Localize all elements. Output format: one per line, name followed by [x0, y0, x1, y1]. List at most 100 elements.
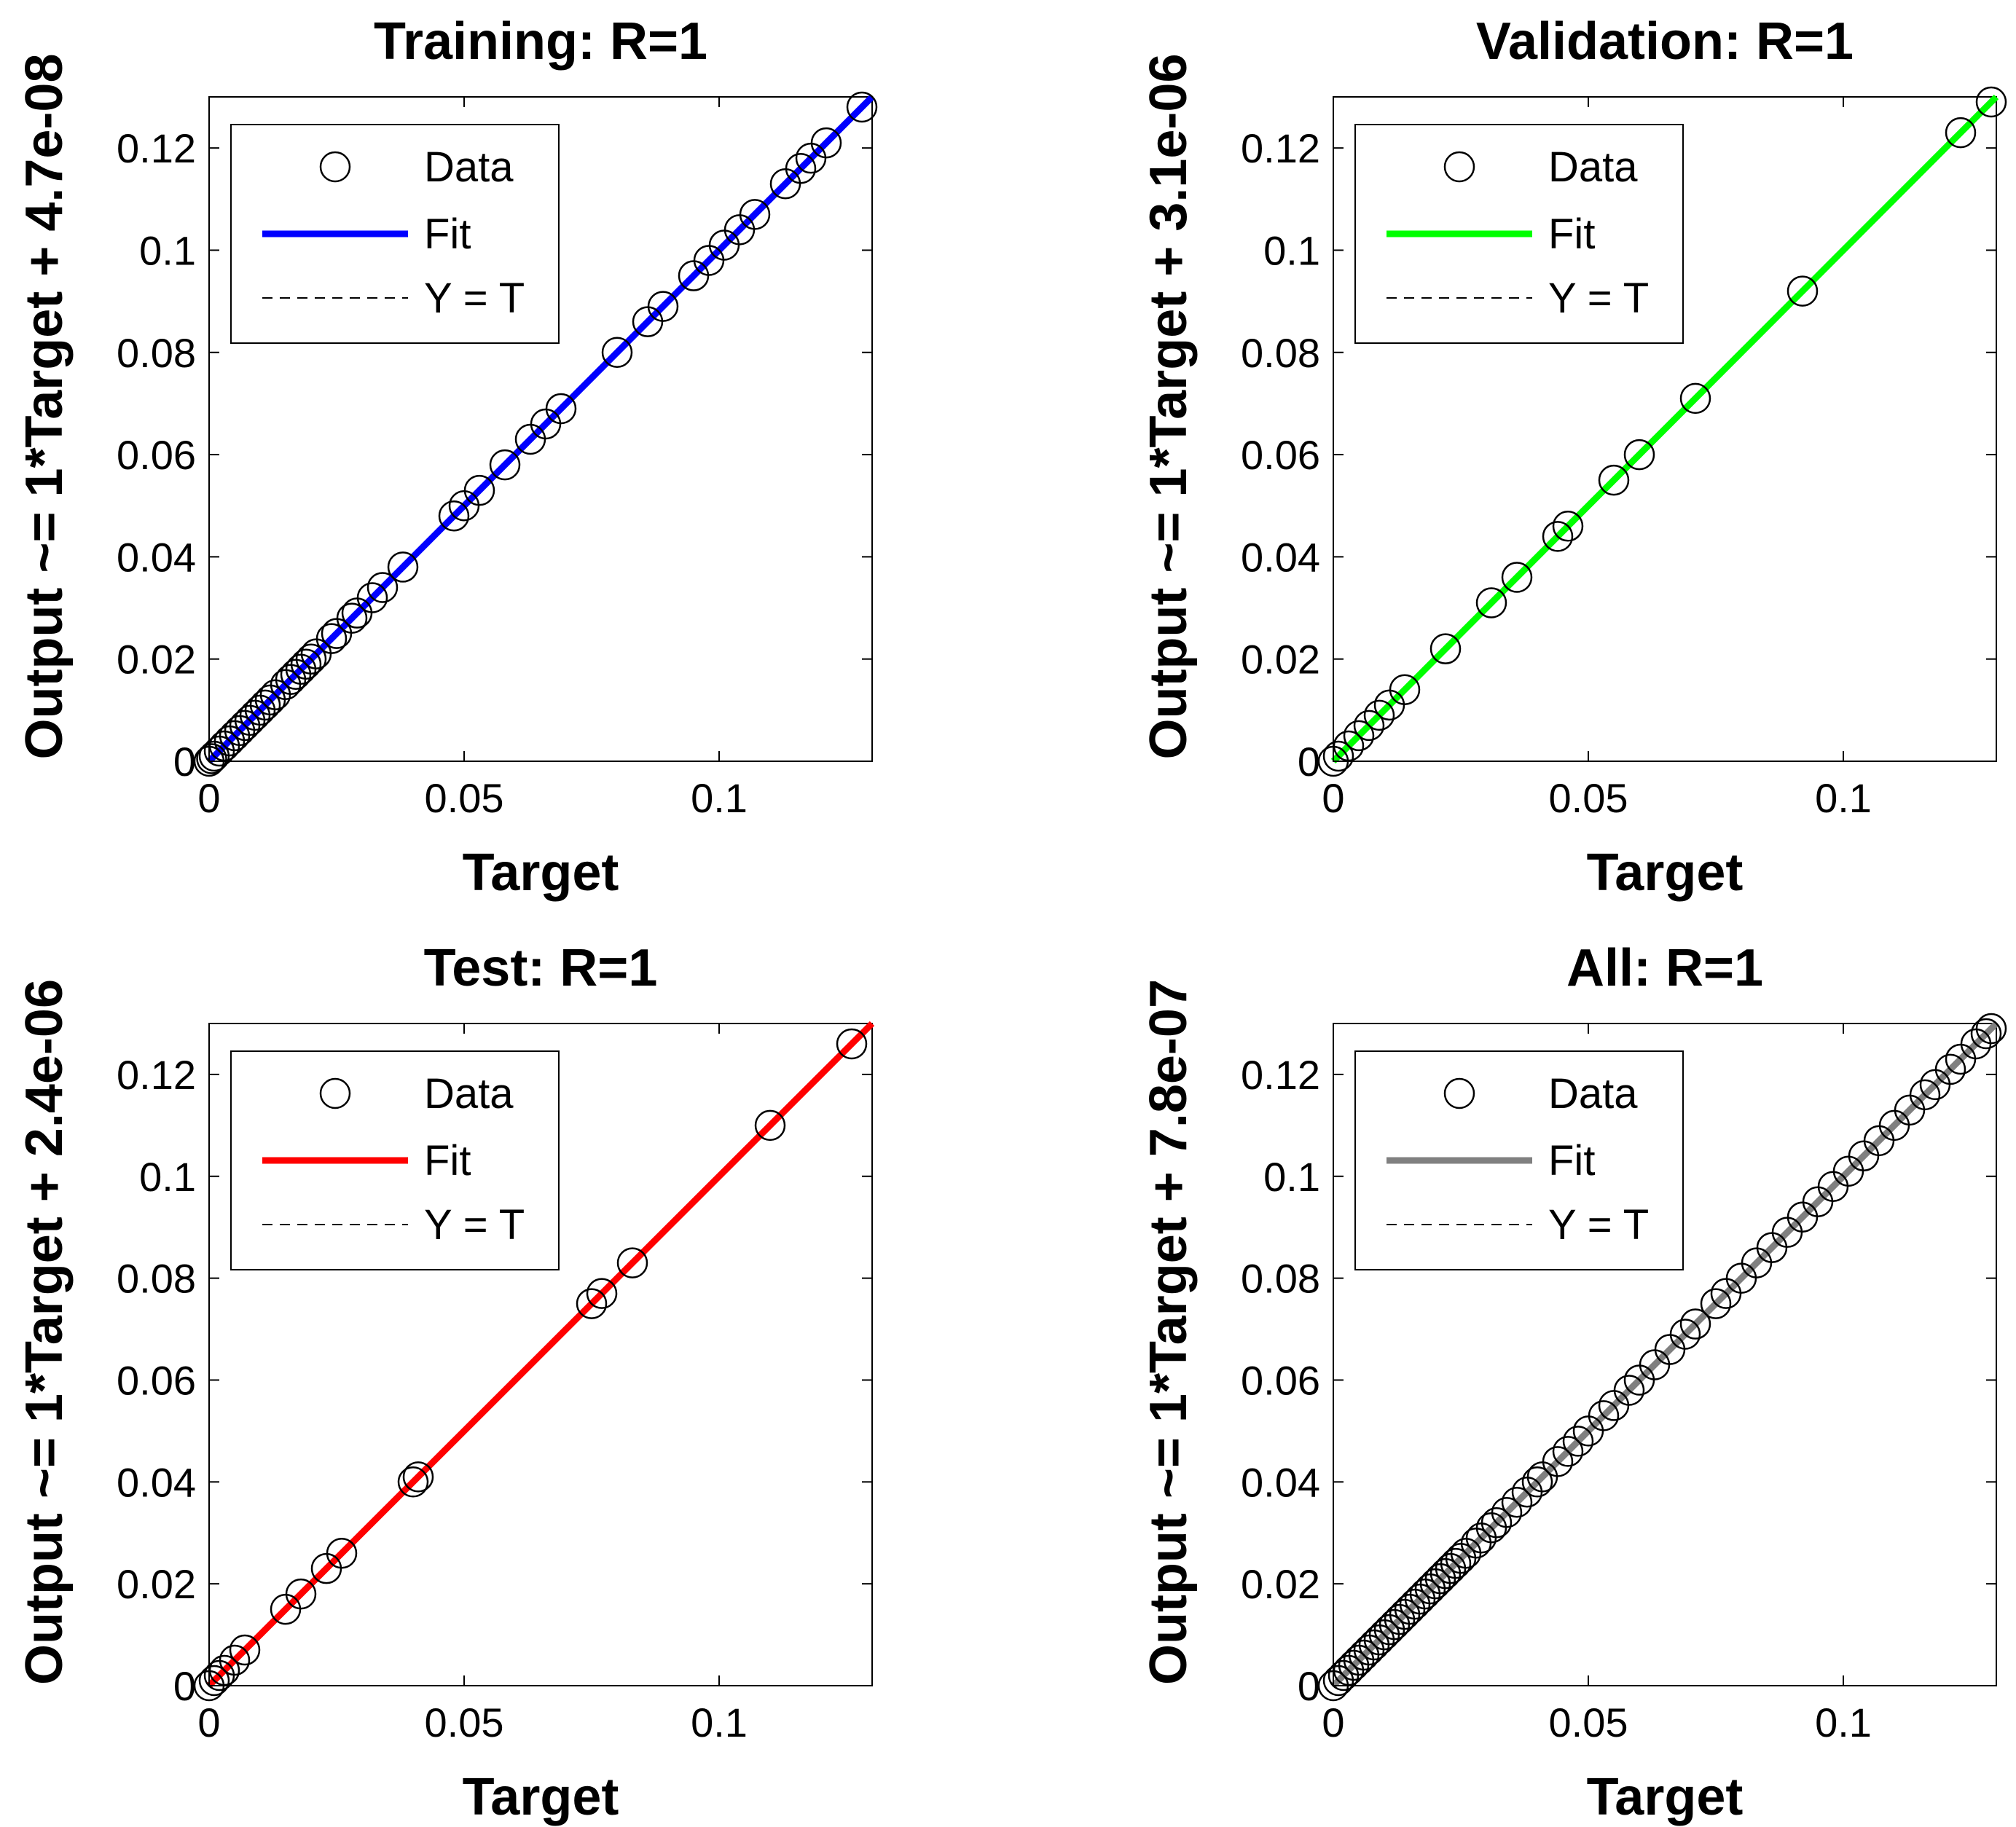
y-tick-label: 0.06 — [1241, 1357, 1320, 1403]
data-point — [1501, 562, 1533, 593]
data-point — [1475, 587, 1507, 618]
data-point — [1909, 1079, 1941, 1111]
data-point — [1934, 1053, 1966, 1085]
data-point — [616, 1247, 648, 1278]
x-tick-label: 0.1 — [1815, 775, 1872, 821]
y-tick-label: 0.08 — [117, 330, 196, 376]
y-tick-label: 0.04 — [117, 534, 196, 580]
y-tick-label: 0.12 — [117, 125, 196, 171]
x-tick-label: 0 — [1322, 775, 1344, 821]
data-point — [198, 1665, 230, 1697]
data-point — [1353, 710, 1385, 742]
legend-data-marker — [319, 1077, 351, 1109]
chart-title: Test: R=1 — [424, 939, 658, 997]
y-tick-label: 0.02 — [1241, 637, 1320, 683]
chart-panel-4: 0 0.05 0.1 0 0.02 0.04 0.06 0.08 0.1 0.12 All: R=1… — [1140, 939, 2007, 1826]
data-point — [326, 1537, 358, 1569]
data-point — [1552, 1436, 1584, 1467]
data-point — [846, 91, 878, 123]
data-point — [1542, 521, 1574, 552]
legend-label: Fit — [424, 211, 471, 258]
data-point — [290, 648, 322, 680]
legend-label: Y = T — [424, 275, 525, 322]
data-point — [1389, 674, 1421, 706]
legend: Data Fit Y = T — [1354, 124, 1684, 344]
data-point — [1786, 275, 1819, 307]
y-tick-label: 0.06 — [117, 432, 196, 478]
data-point — [576, 1288, 608, 1319]
data-point — [1700, 1288, 1732, 1319]
data-point — [1322, 740, 1354, 772]
data-point — [785, 152, 817, 184]
data-point — [810, 127, 842, 159]
data-point — [285, 1578, 317, 1610]
data-point — [295, 643, 327, 675]
data-point — [586, 1278, 618, 1309]
data-point — [196, 743, 227, 774]
data-point — [1613, 1375, 1645, 1406]
legend-data-marker — [319, 151, 351, 183]
data-point — [1542, 1446, 1574, 1477]
data-point — [1588, 1400, 1620, 1431]
y-tick-label: 0.1 — [1263, 227, 1320, 273]
x-axis-label: Target — [1587, 1768, 1744, 1826]
data-point — [1975, 86, 2007, 118]
x-tick-label: 0 — [197, 1700, 220, 1745]
chart-panel-2: 0 0.05 0.1 0 0.02 0.04 0.06 0.08 0.1 0.12 Validati… — [1140, 12, 2007, 902]
legend-label: Data — [1548, 1070, 1638, 1117]
legend-label: Y = T — [1548, 1201, 1649, 1249]
legend-data-marker — [1443, 1077, 1475, 1109]
data-point — [1429, 633, 1462, 664]
data-point — [1970, 1018, 2002, 1050]
chart-title: Validation: R=1 — [1476, 12, 1854, 71]
x-tick-label: 0.1 — [691, 775, 748, 821]
x-tick-label: 0.1 — [1815, 1700, 1872, 1745]
data-point — [1491, 1497, 1523, 1528]
data-point — [1975, 1013, 2007, 1045]
x-tick-label: 0.05 — [1549, 1700, 1628, 1745]
data-point — [1669, 1319, 1701, 1350]
data-point — [1521, 1466, 1553, 1498]
data-point — [356, 582, 388, 613]
y-tick-label: 0.04 — [1241, 1459, 1320, 1505]
data-point — [1343, 720, 1375, 752]
data-point — [229, 1634, 261, 1666]
data-point — [754, 1109, 786, 1142]
legend-label: Y = T — [1548, 275, 1649, 322]
data-point — [366, 572, 399, 603]
legend-label: Data — [424, 144, 514, 191]
y-tick-label: 0.02 — [117, 637, 196, 683]
chart-title: All: R=1 — [1566, 939, 1763, 997]
fit-line — [1330, 94, 1999, 764]
legend-label: Fit — [1548, 1137, 1595, 1184]
data-point — [208, 1654, 240, 1686]
y-tick-label: 0.06 — [1241, 432, 1320, 478]
data-point — [1623, 439, 1655, 471]
data-point — [1679, 382, 1711, 414]
y-tick-label: 0.02 — [1241, 1561, 1320, 1607]
x-tick-label: 0.05 — [1549, 775, 1628, 821]
data-point — [1552, 511, 1584, 542]
fit-line — [206, 1021, 875, 1689]
data-point — [545, 393, 577, 425]
data-point — [836, 1028, 868, 1060]
legend: Data Fit Y = T — [1354, 1050, 1684, 1270]
data-point — [1598, 464, 1630, 496]
y-tick-label: 0 — [173, 1663, 196, 1709]
data-point — [438, 500, 470, 532]
data-point — [489, 449, 521, 481]
y-tick-label: 0.08 — [1241, 1256, 1320, 1302]
y-tick-label: 0.04 — [117, 1459, 196, 1505]
chart-panel-1: 0 0.05 0.1 0 0.02 0.04 0.06 0.08 0.1 0.12 Training… — [15, 12, 878, 902]
data-point — [315, 623, 348, 654]
y-tick-label: 0.1 — [139, 227, 196, 273]
y-axis-label: Output ~= 1*Target + 2.4e-06 — [15, 979, 74, 1685]
y-axis-label: Output ~= 1*Target + 4.7e-08 — [15, 53, 74, 759]
data-point — [463, 474, 495, 506]
data-point — [249, 689, 281, 721]
x-tick-label: 0.05 — [425, 775, 504, 821]
legend-label: Data — [1548, 144, 1638, 191]
data-point — [219, 1644, 251, 1676]
data-point — [387, 551, 419, 583]
legend-label: Data — [424, 1070, 514, 1117]
